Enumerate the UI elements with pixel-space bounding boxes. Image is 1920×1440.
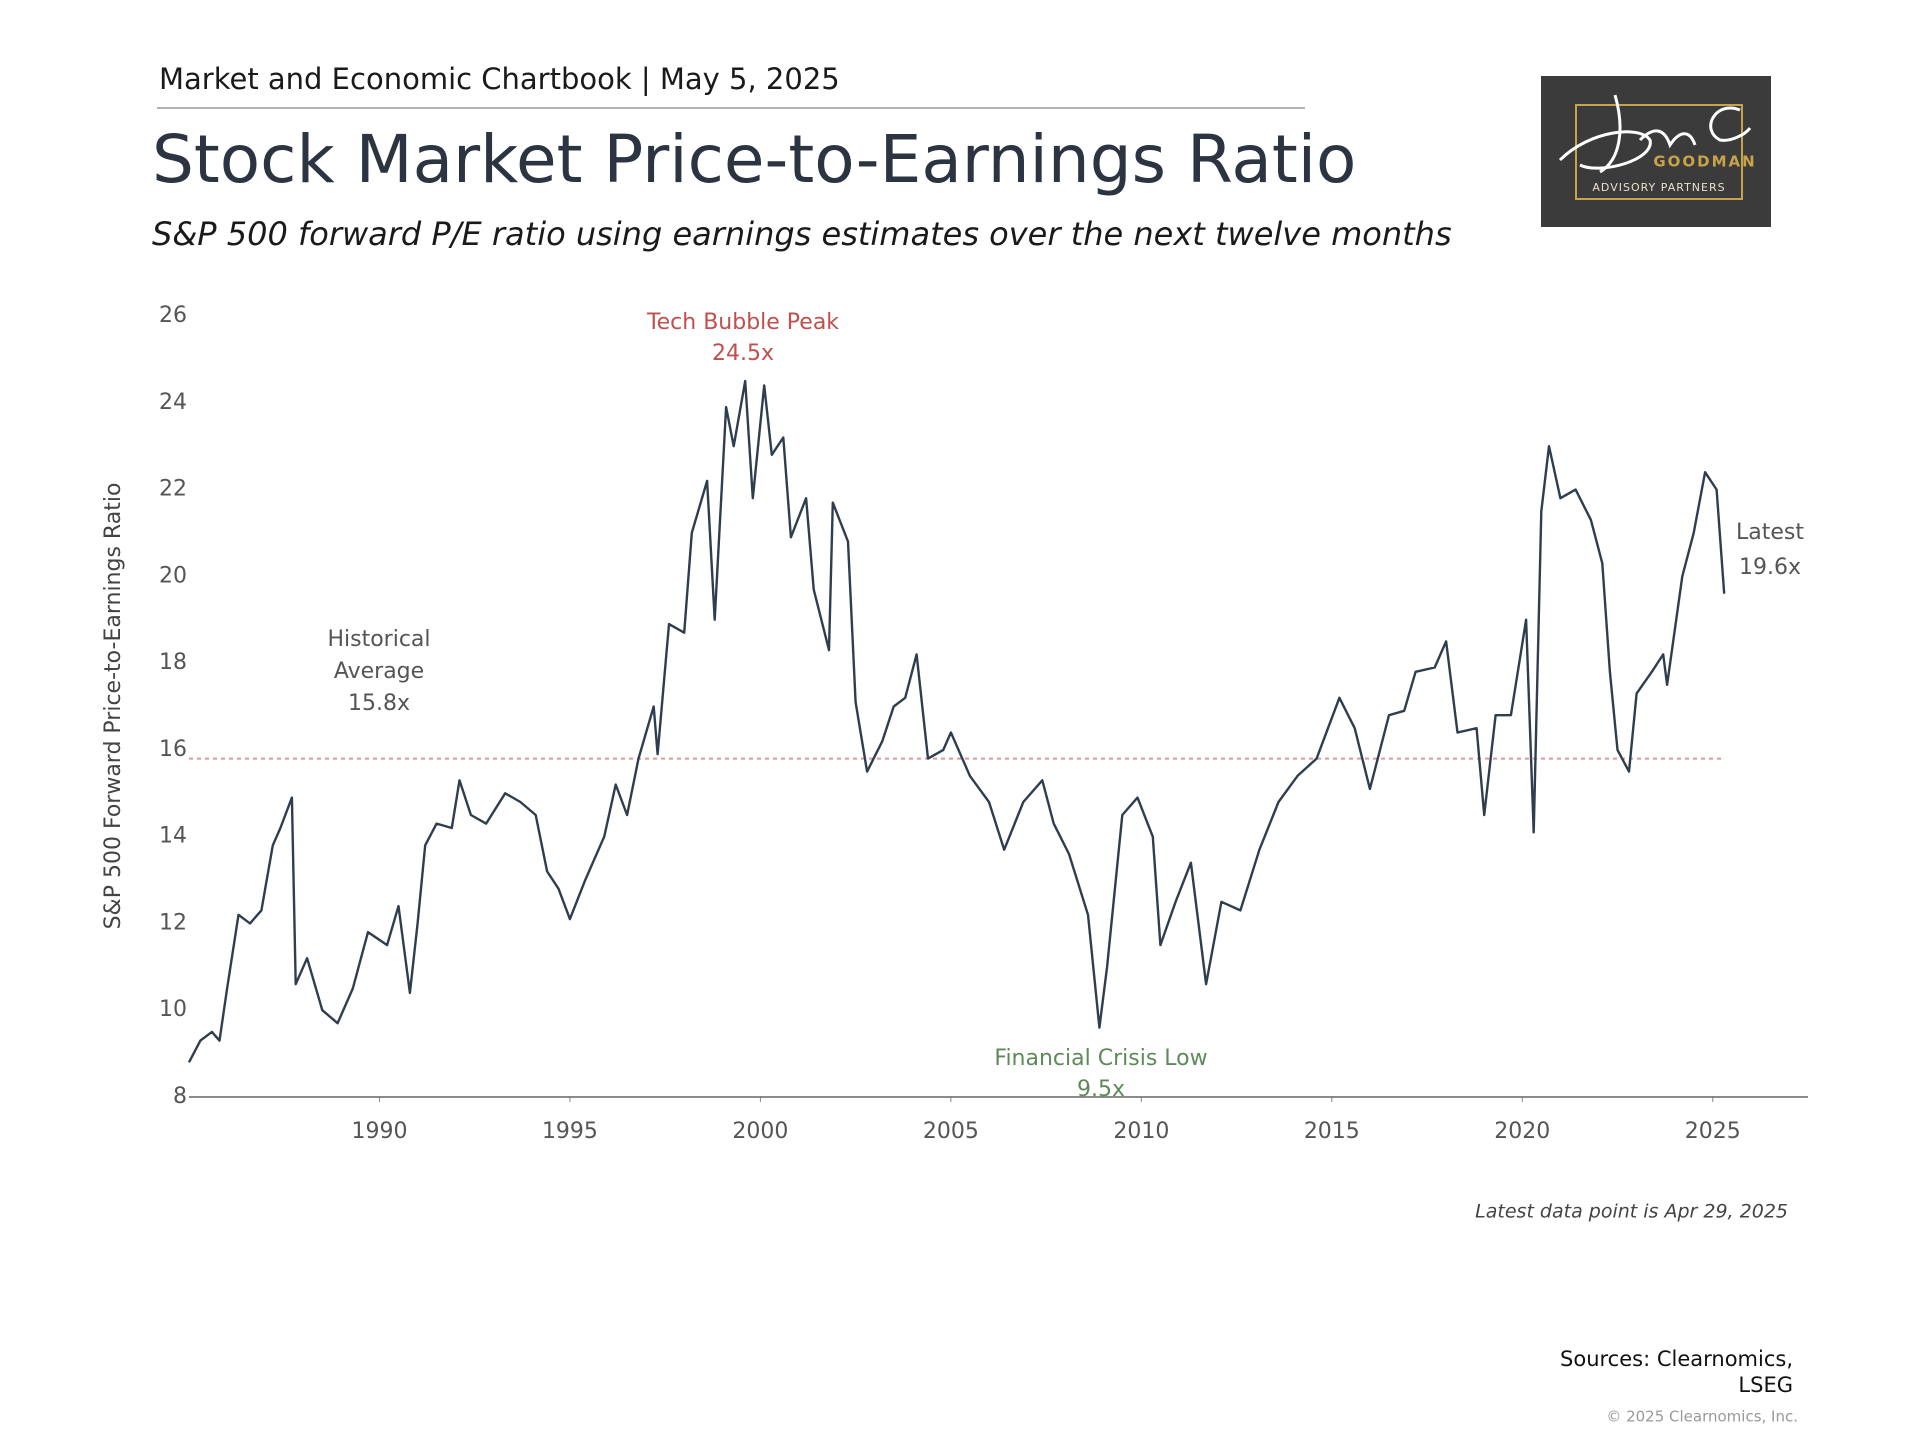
x-tick-label: 2020 (1494, 1119, 1550, 1144)
annotation: Tech Bubble Peak (646, 310, 839, 335)
x-tick-label: 2000 (732, 1119, 788, 1144)
logo-signature (1558, 94, 1752, 174)
annotation: 9.5x (1077, 1077, 1125, 1102)
footnote: Latest data point is Apr 29, 2025 (1475, 1201, 1788, 1223)
annotation: Financial Crisis Low (994, 1046, 1207, 1071)
y-tick-label: 20 (159, 563, 187, 588)
annotation: 19.6x (1739, 555, 1801, 580)
y-tick-label: 8 (173, 1084, 187, 1109)
x-tick-label: 1990 (351, 1119, 407, 1144)
y-tick-label: 14 (159, 824, 187, 849)
annotation: Historical (327, 627, 430, 652)
y-tick-label: 24 (159, 390, 187, 415)
y-tick-label: 10 (159, 997, 187, 1022)
y-tick-label: 26 (159, 303, 187, 328)
chart-title: Stock Market Price-to-Earnings Ratio (152, 121, 1356, 198)
y-tick-label: 18 (159, 650, 187, 675)
y-tick-label: 16 (159, 737, 187, 762)
x-tick-label: 2005 (923, 1119, 979, 1144)
y-tick-label: 12 (159, 910, 187, 935)
x-tick-label: 2010 (1113, 1119, 1169, 1144)
logo: GOODMAN ADVISORY PARTNERS (1541, 76, 1771, 227)
chart-subtitle: S&P 500 forward P/E ratio using earnings… (152, 215, 1452, 253)
y-axis-label: S&P 500 Forward Price-to-Earnings Ratio (101, 483, 126, 930)
sources: LSEG (1738, 1373, 1793, 1397)
x-tick-label: 1995 (542, 1119, 598, 1144)
logo-tagline: ADVISORY PARTNERS (1592, 181, 1725, 194)
x-tick-label: 2025 (1685, 1119, 1741, 1144)
data-line (187, 379, 1726, 1063)
y-tick-label: 22 (159, 477, 187, 502)
logo-box (1541, 76, 1771, 227)
annotation: Latest (1736, 520, 1804, 545)
annotation: 15.8x (348, 691, 410, 716)
sources: Sources: Clearnomics, (1560, 1347, 1793, 1371)
logo-name: GOODMAN (1653, 153, 1756, 171)
annotation: Average (334, 659, 424, 684)
annotation: 24.5x (712, 341, 774, 366)
x-tick-label: 2015 (1304, 1119, 1360, 1144)
copyright: © 2025 Clearnomics, Inc. (1606, 1408, 1798, 1426)
kicker: Market and Economic Chartbook | May 5, 2… (159, 62, 840, 96)
logo-frame (1575, 104, 1743, 200)
